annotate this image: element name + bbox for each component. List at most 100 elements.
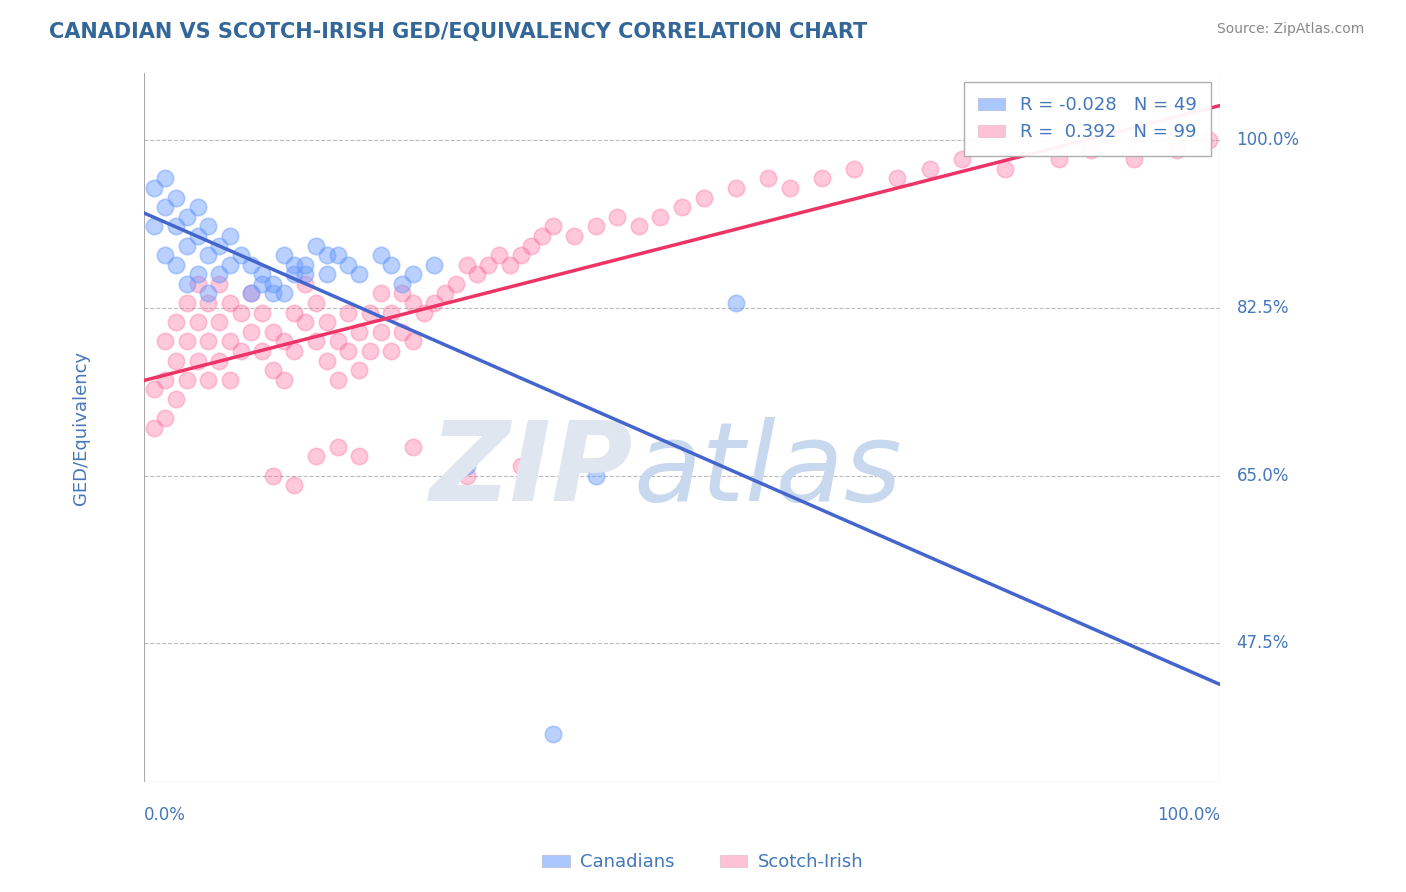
Point bbox=[370, 325, 392, 339]
Point bbox=[380, 258, 402, 272]
Point bbox=[391, 277, 413, 291]
Point bbox=[305, 238, 328, 252]
Point bbox=[155, 171, 177, 186]
Point bbox=[315, 315, 337, 329]
Point bbox=[337, 258, 360, 272]
Point bbox=[283, 343, 305, 358]
Point bbox=[155, 200, 177, 214]
Point bbox=[562, 228, 585, 243]
Point bbox=[347, 363, 370, 377]
Legend: Canadians, Scotch-Irish: Canadians, Scotch-Irish bbox=[536, 847, 870, 879]
Point bbox=[197, 286, 219, 301]
Point bbox=[250, 305, 273, 319]
Point bbox=[370, 248, 392, 262]
Point bbox=[650, 210, 672, 224]
Text: 65.0%: 65.0% bbox=[1236, 467, 1289, 484]
Point bbox=[326, 373, 349, 387]
Point bbox=[1047, 153, 1070, 167]
Point bbox=[218, 334, 240, 349]
Text: 100.0%: 100.0% bbox=[1157, 806, 1220, 824]
Point bbox=[380, 305, 402, 319]
Point bbox=[273, 373, 295, 387]
Point bbox=[294, 267, 316, 281]
Point bbox=[218, 228, 240, 243]
Point bbox=[294, 315, 316, 329]
Point bbox=[208, 315, 231, 329]
Point bbox=[326, 248, 349, 262]
Point bbox=[391, 286, 413, 301]
Text: atlas: atlas bbox=[634, 417, 903, 524]
Point bbox=[305, 334, 328, 349]
Point bbox=[692, 191, 714, 205]
Point bbox=[347, 267, 370, 281]
Point bbox=[240, 325, 263, 339]
Point bbox=[187, 267, 209, 281]
Point bbox=[283, 267, 305, 281]
Point bbox=[467, 267, 489, 281]
Point bbox=[456, 258, 478, 272]
Point bbox=[273, 334, 295, 349]
Point bbox=[488, 248, 510, 262]
Point bbox=[294, 258, 316, 272]
Point bbox=[1166, 143, 1188, 157]
Point bbox=[423, 296, 446, 310]
Point bbox=[541, 727, 564, 741]
Text: 100.0%: 100.0% bbox=[1236, 131, 1299, 149]
Point bbox=[262, 325, 284, 339]
Point bbox=[176, 334, 198, 349]
Point bbox=[165, 219, 187, 234]
Point bbox=[434, 286, 457, 301]
Point bbox=[918, 161, 941, 176]
Point bbox=[326, 334, 349, 349]
Point bbox=[250, 267, 273, 281]
Point bbox=[520, 238, 543, 252]
Point bbox=[994, 161, 1017, 176]
Text: GED/Equivalency: GED/Equivalency bbox=[72, 351, 90, 505]
Point bbox=[187, 353, 209, 368]
Point bbox=[347, 325, 370, 339]
Point bbox=[402, 334, 425, 349]
Point bbox=[262, 286, 284, 301]
Point bbox=[229, 343, 252, 358]
Point bbox=[165, 315, 187, 329]
Point bbox=[326, 440, 349, 454]
Point bbox=[176, 296, 198, 310]
Point bbox=[218, 258, 240, 272]
Text: CANADIAN VS SCOTCH-IRISH GED/EQUIVALENCY CORRELATION CHART: CANADIAN VS SCOTCH-IRISH GED/EQUIVALENCY… bbox=[49, 22, 868, 42]
Point bbox=[250, 277, 273, 291]
Text: 0.0%: 0.0% bbox=[143, 806, 186, 824]
Point bbox=[606, 210, 628, 224]
Point bbox=[208, 353, 231, 368]
Point bbox=[283, 258, 305, 272]
Point bbox=[197, 373, 219, 387]
Point bbox=[305, 296, 328, 310]
Point bbox=[444, 277, 467, 291]
Point bbox=[315, 353, 337, 368]
Point bbox=[423, 258, 446, 272]
Point bbox=[240, 286, 263, 301]
Point bbox=[456, 468, 478, 483]
Point bbox=[724, 296, 747, 310]
Point bbox=[165, 353, 187, 368]
Point bbox=[218, 373, 240, 387]
Point bbox=[412, 305, 434, 319]
Point bbox=[337, 305, 360, 319]
Point bbox=[1123, 153, 1146, 167]
Point bbox=[402, 267, 425, 281]
Point bbox=[1198, 133, 1220, 147]
Point bbox=[262, 363, 284, 377]
Point bbox=[176, 238, 198, 252]
Point bbox=[844, 161, 866, 176]
Point bbox=[627, 219, 650, 234]
Point bbox=[370, 286, 392, 301]
Point bbox=[337, 343, 360, 358]
Point bbox=[165, 191, 187, 205]
Point bbox=[294, 277, 316, 291]
Point bbox=[229, 248, 252, 262]
Point bbox=[176, 373, 198, 387]
Point bbox=[359, 343, 381, 358]
Point bbox=[197, 219, 219, 234]
Point bbox=[1080, 143, 1102, 157]
Point bbox=[456, 458, 478, 473]
Point bbox=[176, 277, 198, 291]
